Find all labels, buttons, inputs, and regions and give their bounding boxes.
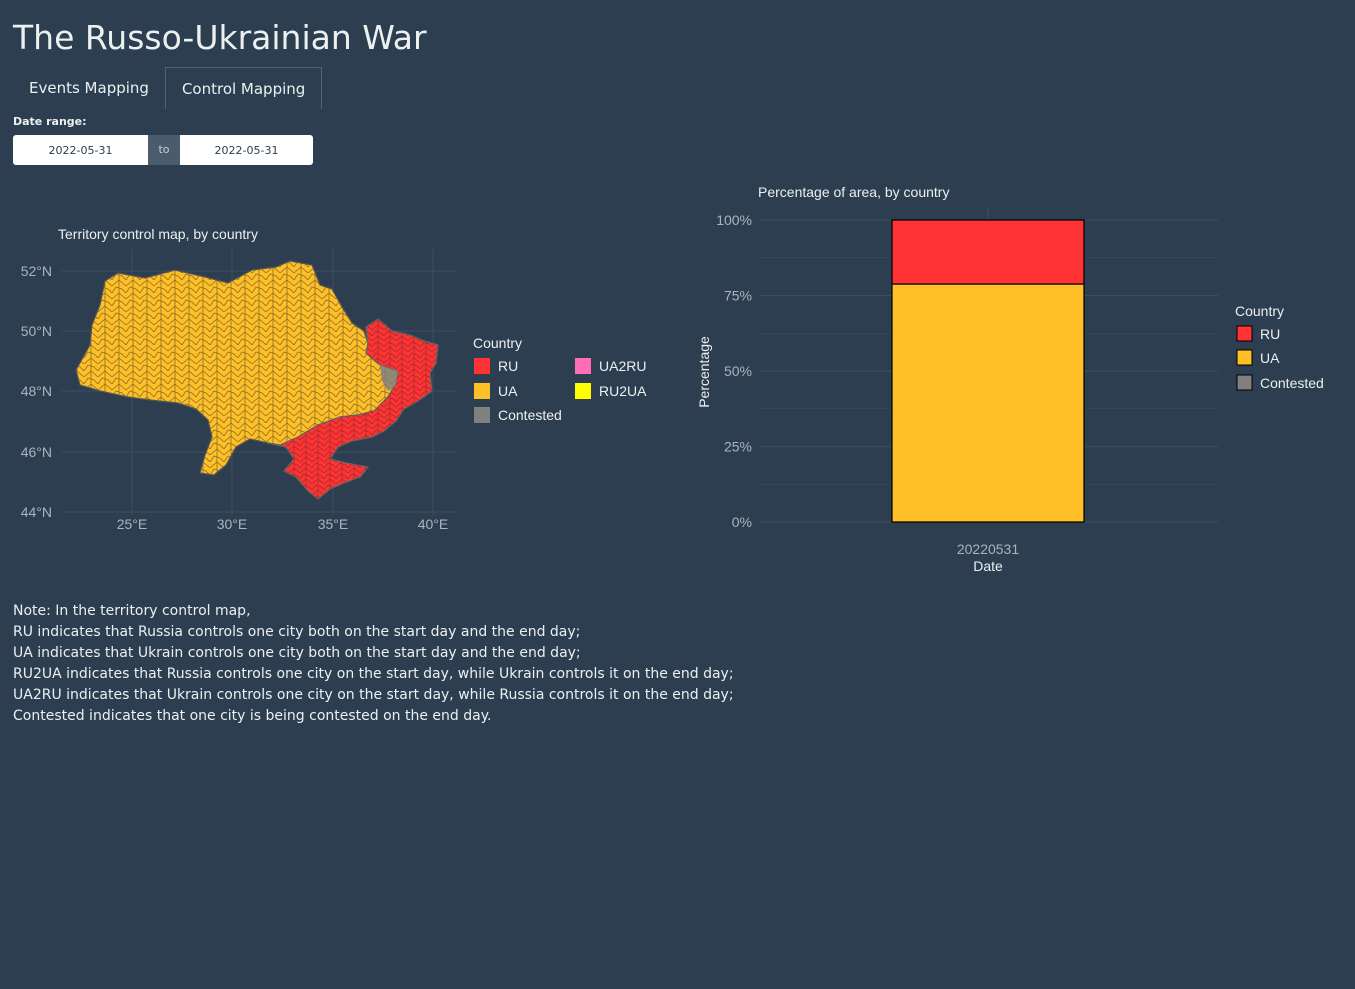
territory-map-plot: Territory control map, by country 52°N 5… bbox=[21, 226, 647, 532]
note-line: UA2RU indicates that Ukrain controls one… bbox=[13, 687, 734, 703]
y-tick-label: 100% bbox=[716, 212, 752, 228]
y-tick-label: 0% bbox=[732, 514, 752, 530]
lat-tick-label: 44°N bbox=[21, 504, 52, 520]
map-legend: RU UA2RU UA RU2UA Contested bbox=[474, 358, 647, 423]
app-title: The Russo-Ukrainian War bbox=[13, 18, 427, 57]
note-line: UA indicates that Ukrain controls one ci… bbox=[13, 645, 581, 661]
map-title: Territory control map, by country bbox=[58, 226, 258, 242]
ua-district-borders bbox=[76, 261, 398, 475]
legend-label-ru2ua: RU2UA bbox=[599, 383, 647, 399]
lat-tick-label: 48°N bbox=[21, 383, 52, 399]
note-line: RU indicates that Russia controls one ci… bbox=[13, 624, 581, 640]
end-date-input[interactable] bbox=[180, 135, 313, 165]
x-axis-label: Date bbox=[973, 558, 1003, 574]
legend-swatch-ua bbox=[1236, 349, 1253, 366]
x-tick-label: 20220531 bbox=[957, 541, 1020, 557]
lon-tick-label: 35°E bbox=[318, 516, 349, 532]
y-tick-label: 50% bbox=[724, 363, 752, 379]
date-range-separator: to bbox=[148, 135, 180, 165]
note-line: RU2UA indicates that Russia controls one… bbox=[13, 666, 734, 682]
legend-swatch-contested bbox=[474, 407, 490, 423]
lon-tick-label: 25°E bbox=[117, 516, 148, 532]
legend-swatch-ru bbox=[474, 358, 490, 374]
contested-territory bbox=[380, 365, 398, 391]
area-percentage-chart: Percentage of area, by country 0% 25% 50% 7… bbox=[696, 184, 1324, 574]
lat-tick-label: 46°N bbox=[21, 444, 52, 460]
chart-bars bbox=[891, 219, 1085, 523]
y-tick-label: 75% bbox=[724, 288, 752, 304]
date-range-label: Date range: bbox=[13, 115, 87, 128]
lat-tick-label: 50°N bbox=[21, 323, 52, 339]
legend-label-ua: UA bbox=[498, 383, 518, 399]
y-tick-label: 25% bbox=[724, 439, 752, 455]
chart-y-axis: 0% 25% 50% 75% 100% bbox=[716, 212, 752, 530]
y-axis-label: Percentage bbox=[696, 336, 712, 408]
legend-label-ru: RU bbox=[498, 358, 518, 374]
map-lat-axis: 52°N 50°N 48°N 46°N 44°N bbox=[21, 263, 52, 520]
lon-tick-label: 30°E bbox=[217, 516, 248, 532]
legend-label-ru: RU bbox=[1260, 326, 1280, 342]
note-line: Contested indicates that one city is bei… bbox=[13, 708, 492, 724]
bar-segment-ua bbox=[891, 283, 1085, 523]
legend-swatch-ru2ua bbox=[575, 383, 591, 399]
date-range-input: to bbox=[13, 135, 313, 165]
legend-label-contested: Contested bbox=[1260, 375, 1324, 391]
tab-events-mapping[interactable]: Events Mapping bbox=[29, 79, 149, 97]
tab-bar: Events Mapping Control Mapping bbox=[13, 67, 323, 109]
map-note: Note: In the territory control map, RU i… bbox=[13, 601, 734, 727]
legend-swatch-ua2ru bbox=[575, 358, 591, 374]
tab-control-mapping[interactable]: Control Mapping bbox=[164, 67, 323, 109]
lon-tick-label: 40°E bbox=[418, 516, 449, 532]
lat-tick-label: 52°N bbox=[21, 263, 52, 279]
chart-title: Percentage of area, by country bbox=[758, 184, 949, 200]
legend-swatch-ua bbox=[474, 383, 490, 399]
ru-district-borders bbox=[268, 319, 438, 499]
map-legend-title: Country bbox=[473, 335, 522, 351]
legend-swatch-ru bbox=[1236, 325, 1253, 342]
chart-legend: RU UA Contested bbox=[1236, 325, 1324, 391]
legend-swatch-contested bbox=[1236, 374, 1253, 391]
map-lon-axis: 25°E 30°E 35°E 40°E bbox=[117, 516, 449, 532]
legend-label-ua2ru: UA2RU bbox=[599, 358, 646, 374]
legend-label-contested: Contested bbox=[498, 407, 562, 423]
bar-segment-ru bbox=[891, 219, 1085, 285]
start-date-input[interactable] bbox=[13, 135, 148, 165]
legend-label-ua: UA bbox=[1260, 350, 1280, 366]
note-line: Note: In the territory control map, bbox=[13, 603, 251, 619]
chart-legend-title: Country bbox=[1235, 303, 1284, 319]
